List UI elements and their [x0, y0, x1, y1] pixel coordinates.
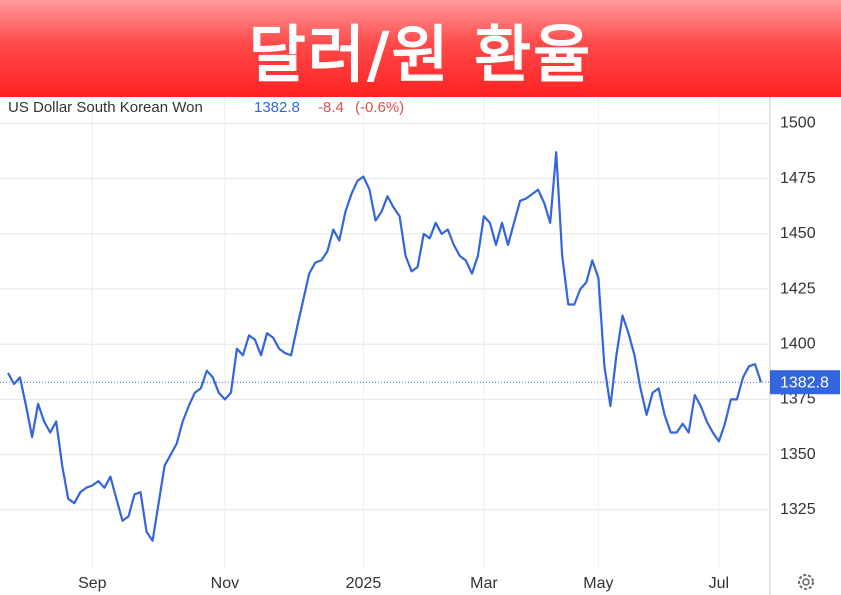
x-tick-label: Nov [211, 575, 239, 592]
change-percent: (-0.6%) [355, 99, 404, 116]
last-price-label: 1382.8 [780, 374, 829, 391]
last-price-box [770, 370, 840, 395]
series-label: US Dollar South Korean Won [8, 99, 203, 116]
x-tick-label: Jul [709, 575, 729, 592]
y-tick-label: 1350 [780, 446, 816, 463]
y-tick-label: 1475 [780, 170, 816, 187]
x-tick-label: Sep [78, 575, 107, 592]
y-tick-label: 1400 [780, 335, 816, 352]
settings-icon[interactable] [798, 574, 814, 590]
y-tick-label: 1425 [780, 280, 816, 297]
change: -8.4 [318, 99, 344, 116]
price-line [7, 151, 763, 542]
y-tick-label: 1500 [780, 115, 816, 132]
y-tick-label: 1325 [780, 501, 816, 518]
grid [0, 97, 771, 595]
x-tick-label: Mar [470, 575, 498, 592]
y-tick-label: 1450 [780, 225, 816, 242]
x-tick-label: 2025 [346, 575, 382, 592]
last-price: 1382.8 [254, 99, 300, 116]
title-banner: 달러/원 환율 [0, 0, 841, 97]
x-tick-label: May [583, 575, 613, 592]
chart-title: 달러/원 환율 [248, 17, 593, 91]
y-tick-label: 1375 [780, 391, 816, 408]
